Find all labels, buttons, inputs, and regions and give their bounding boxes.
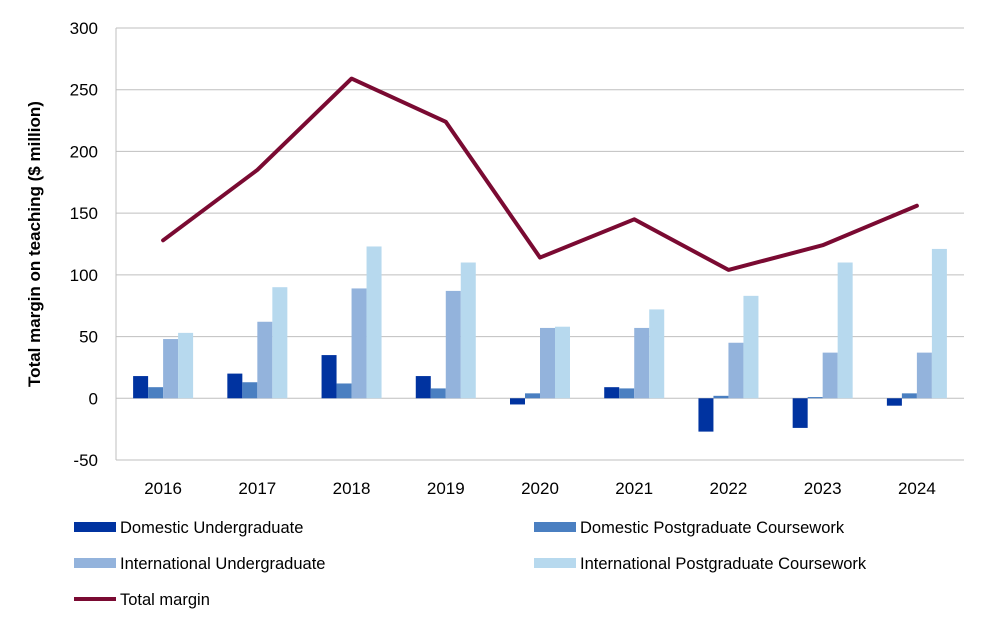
- bar: [133, 376, 149, 399]
- bar: [901, 393, 917, 399]
- x-tick-label: 2024: [898, 479, 936, 498]
- bars: [133, 246, 947, 432]
- y-tick-label: 150: [70, 204, 98, 223]
- bar: [510, 398, 525, 405]
- y-axis-tick-labels: -50 0 50 100 150 200 250 300: [70, 19, 98, 470]
- bar: [525, 393, 540, 399]
- bar: [336, 383, 352, 399]
- x-tick-label: 2018: [333, 479, 371, 498]
- bar: [148, 387, 164, 399]
- x-tick-label: 2016: [144, 479, 182, 498]
- legend-label: International Postgraduate Coursework: [580, 555, 867, 573]
- x-tick-label: 2020: [521, 479, 559, 498]
- bar: [272, 287, 288, 399]
- bar: [257, 321, 273, 399]
- bar: [931, 248, 947, 399]
- bar: [460, 262, 476, 399]
- bar: [178, 332, 194, 399]
- bar: [430, 388, 446, 399]
- x-tick-label: 2023: [804, 479, 842, 498]
- y-tick-label: 50: [79, 328, 98, 347]
- x-tick-label: 2022: [710, 479, 748, 498]
- bar: [604, 387, 620, 399]
- legend-label: Domestic Undergraduate: [120, 519, 303, 537]
- line-series: [161, 76, 919, 272]
- bar: [916, 352, 932, 399]
- x-axis-tick-labels: 2016 2017 2018 2019 2020 2021 2022 2023 2024: [144, 479, 936, 498]
- x-tick-label: 2019: [427, 479, 465, 498]
- legend-swatch: [534, 522, 576, 532]
- legend-label: International Undergraduate: [120, 555, 325, 573]
- bar: [807, 397, 823, 399]
- bar: [698, 398, 714, 432]
- bar: [792, 398, 808, 428]
- bar: [713, 395, 729, 399]
- bar: [743, 295, 759, 399]
- legend-swatch: [534, 558, 576, 568]
- bar: [619, 388, 635, 399]
- bar: [555, 326, 570, 399]
- x-tick-label: 2017: [238, 479, 276, 498]
- bar: [540, 327, 555, 399]
- legend-swatch: [74, 558, 116, 568]
- bar: [163, 339, 179, 399]
- y-tick-label: 250: [70, 81, 98, 100]
- legend-swatch: [74, 522, 116, 532]
- legend-label: Total margin: [120, 591, 210, 609]
- bar: [366, 246, 382, 399]
- legend-label: Domestic Postgraduate Coursework: [580, 519, 845, 537]
- bar: [227, 373, 243, 399]
- legend: Domestic Undergraduate Domestic Postgradu…: [74, 519, 867, 609]
- bar: [445, 290, 461, 399]
- y-axis-label: Total margin on teaching ($ million): [25, 101, 44, 387]
- bar: [728, 342, 744, 399]
- bar: [242, 382, 258, 399]
- y-tick-label: 300: [70, 19, 98, 38]
- total-margin-line: [161, 76, 919, 272]
- y-tick-label: 200: [70, 142, 98, 161]
- bar: [351, 288, 367, 399]
- y-tick-label: 0: [89, 389, 98, 408]
- bar: [886, 398, 902, 406]
- y-tick-label: -50: [73, 451, 98, 470]
- bar: [649, 309, 665, 399]
- bar: [822, 352, 838, 399]
- bar: [837, 262, 853, 399]
- bar: [634, 327, 650, 399]
- x-tick-label: 2021: [615, 479, 653, 498]
- bar: [321, 355, 337, 399]
- y-tick-label: 100: [70, 266, 98, 285]
- bar: [415, 376, 431, 399]
